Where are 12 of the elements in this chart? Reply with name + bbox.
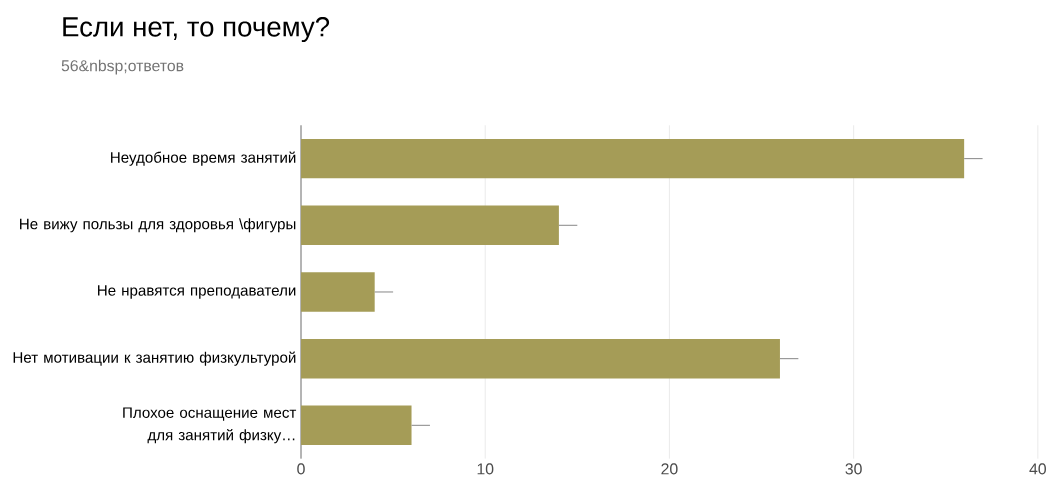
x-tick-label: 30 xyxy=(845,463,862,475)
x-tick-label: 0 xyxy=(297,463,305,475)
x-tick-label: 20 xyxy=(661,463,678,475)
text: 56&nbsp;ответов xyxy=(61,59,184,75)
y-tick-label: Нет мотивации к занятию физкультурой xyxy=(13,351,296,366)
x-tick-label: 40 xyxy=(1029,463,1046,475)
y-tick-label: Не нравятся преподаватели xyxy=(98,285,296,299)
y-tick-label: Плохое оснащение мест для занятий физку… xyxy=(123,407,297,444)
x-tick-label: 10 xyxy=(477,463,494,475)
chart-title: Если нет, то почему? xyxy=(63,16,330,42)
y-tick-label: Не вижу пользы для здоровья \фигуры xyxy=(20,218,296,233)
y-tick-label: Неудобное время занятий xyxy=(111,151,296,166)
